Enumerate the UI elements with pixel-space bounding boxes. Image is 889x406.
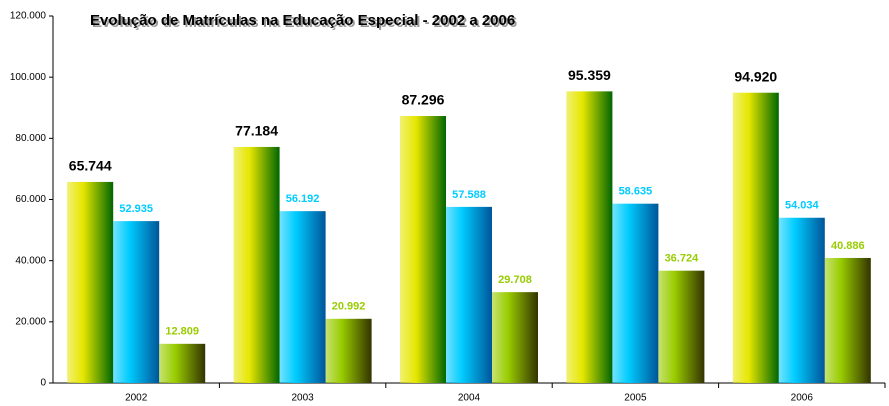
data-label: 36.724 bbox=[665, 253, 700, 265]
y-tick-label: 60.000 bbox=[15, 194, 46, 205]
x-tick-label: 2004 bbox=[458, 393, 481, 404]
bar bbox=[566, 91, 613, 384]
y-tick-label: 40.000 bbox=[15, 255, 46, 266]
x-tick-label: 2005 bbox=[624, 393, 647, 404]
data-label: 94.920 bbox=[734, 68, 777, 84]
bar bbox=[325, 318, 372, 383]
bar bbox=[778, 217, 825, 383]
bar bbox=[159, 343, 206, 383]
bar bbox=[824, 257, 871, 383]
chart-title-shadow: Evolução de Matrículas na Educação Espec… bbox=[92, 14, 517, 31]
bar bbox=[400, 116, 446, 384]
data-label: 58.635 bbox=[619, 186, 653, 198]
data-label: 87.296 bbox=[402, 92, 445, 108]
y-tick-label: 80.000 bbox=[15, 133, 46, 144]
data-label: 40.886 bbox=[831, 240, 865, 252]
data-label: 54.034 bbox=[785, 200, 820, 212]
bar bbox=[113, 221, 160, 383]
y-tick-label: 0 bbox=[40, 378, 46, 389]
y-tick-label: 120.000 bbox=[10, 11, 47, 22]
bar bbox=[492, 292, 538, 383]
bar bbox=[233, 146, 280, 383]
data-label: 56.192 bbox=[286, 193, 320, 205]
chart-title: Evolução de Matrículas na Educação Espec… bbox=[90, 12, 515, 29]
bar bbox=[732, 92, 779, 383]
data-label: 77.184 bbox=[235, 123, 278, 139]
bar bbox=[612, 203, 659, 383]
data-label: 20.992 bbox=[332, 301, 366, 313]
bar bbox=[279, 211, 326, 383]
y-tick-label: 100.000 bbox=[10, 72, 47, 83]
data-label: 57.588 bbox=[452, 189, 486, 201]
y-tick-label: 20.000 bbox=[15, 316, 46, 327]
x-tick-label: 2003 bbox=[291, 393, 314, 404]
data-label: 52.935 bbox=[119, 203, 153, 215]
data-label: 12.809 bbox=[165, 326, 199, 338]
bar bbox=[446, 206, 492, 383]
x-tick-label: 2006 bbox=[791, 393, 814, 404]
data-label: 65.744 bbox=[69, 158, 112, 174]
data-label: 29.708 bbox=[498, 274, 532, 286]
data-label: 95.359 bbox=[568, 67, 611, 83]
bar bbox=[67, 181, 114, 383]
bar bbox=[658, 270, 705, 383]
x-tick-label: 2002 bbox=[125, 393, 148, 404]
